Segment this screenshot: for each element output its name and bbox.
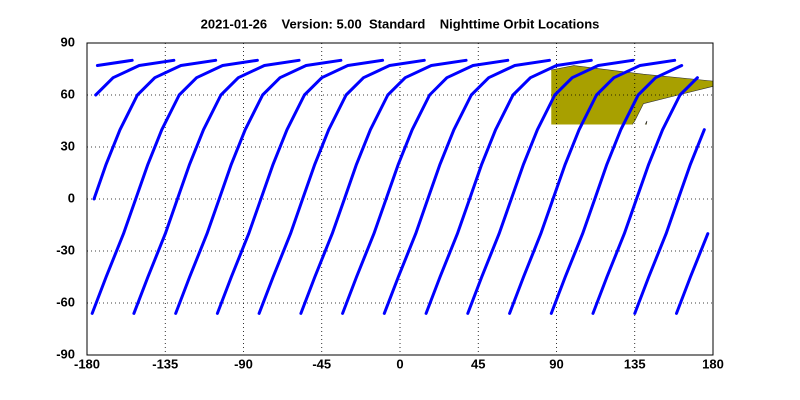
orbit-track — [90, 58, 259, 315]
orbit-track — [174, 58, 343, 315]
landmasses — [551, 57, 713, 125]
x-tick-label: -45 — [312, 356, 331, 371]
orbit-track — [257, 58, 426, 315]
orbit-track — [215, 58, 385, 315]
chart-title: 2021-01-26 Version: 5.00 Standard Nightt… — [201, 16, 600, 31]
tick-labels: -180 -135 -90 -45 0 45 90 135 180 -90 -60 -30 0 30 60 9… — [56, 34, 724, 371]
x-tick-label: 0 — [396, 356, 403, 371]
x-tick-label: 180 — [702, 356, 724, 371]
x-tick-label: 45 — [471, 356, 485, 371]
y-tick-label: -30 — [56, 242, 75, 257]
orbit-track — [466, 58, 635, 315]
orbit-track — [508, 58, 677, 315]
y-tick-label: 30 — [61, 138, 75, 153]
orbit-track — [95, 58, 699, 315]
x-tick-label: -135 — [152, 356, 178, 371]
y-tick-label: -60 — [56, 294, 75, 309]
x-tick-label: -180 — [74, 356, 100, 371]
y-tick-label: 90 — [61, 34, 75, 49]
orbit-track — [341, 58, 510, 315]
y-tick-label: -90 — [56, 346, 75, 361]
orbit-track — [424, 58, 593, 315]
x-tick-label: 135 — [624, 356, 646, 371]
orbit-track — [92, 58, 710, 315]
orbit-track — [132, 58, 301, 315]
orbit-track — [382, 58, 551, 315]
orbit-track — [549, 64, 684, 315]
x-tick-label: 90 — [549, 356, 563, 371]
orbit-tracks — [90, 58, 710, 315]
orbit-track — [94, 58, 706, 315]
japan — [626, 121, 647, 125]
plot-frame — [86, 42, 714, 356]
y-tick-label: 0 — [68, 190, 75, 205]
eurasia — [551, 66, 713, 125]
y-tick-label: 60 — [61, 86, 75, 101]
x-tick-label: -90 — [234, 356, 253, 371]
orbit-track — [299, 58, 468, 315]
